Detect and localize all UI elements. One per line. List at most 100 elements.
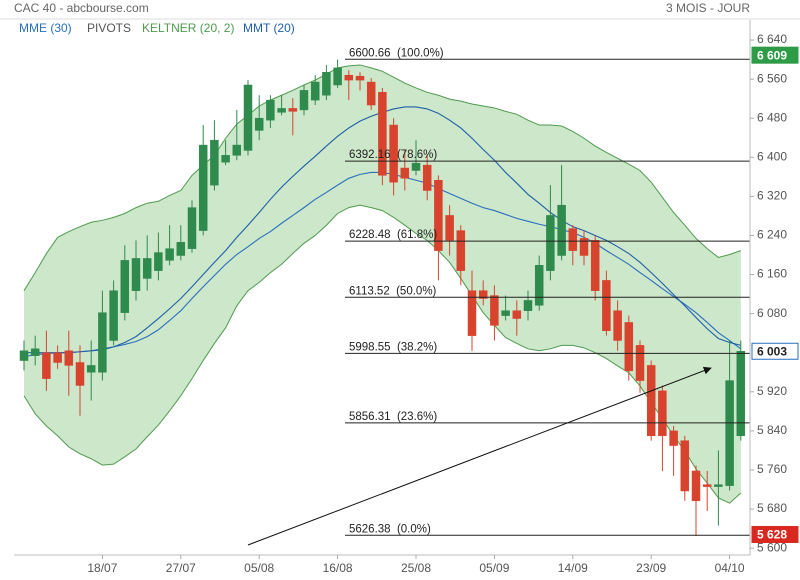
x-tick-label: 04/10 (715, 561, 745, 575)
candle-body (53, 352, 62, 363)
y-tick-label: 5 680 (757, 501, 787, 515)
candle-body (30, 348, 40, 356)
candle-body (277, 108, 286, 113)
candle-body (613, 310, 622, 341)
candle-body (378, 92, 387, 176)
candle-body (658, 390, 667, 437)
candle-body (389, 124, 398, 183)
candle-body (523, 300, 533, 311)
chart-title: CAC 40 - abcbourse.com (14, 1, 149, 15)
candle-body (691, 470, 701, 502)
y-tick-label: 6 640 (757, 32, 787, 46)
candle-body (266, 99, 275, 121)
candle-body (434, 180, 443, 251)
candle-body (109, 290, 118, 341)
candle-body (86, 365, 96, 373)
axis-layer: 18/07 27/07 05/08 16/08 25/08 05/09 14/09 23/09… (87, 32, 799, 575)
legend-item: PIVOTS (87, 21, 131, 35)
candle-body (557, 204, 566, 256)
pivot-label: 6392.16 (78.6%) (349, 149, 437, 161)
y-tick-label: 6 480 (757, 110, 787, 124)
x-tick-label: 23/09 (636, 561, 666, 575)
candle-body (714, 484, 723, 487)
x-tick-label: 25/08 (401, 561, 431, 575)
legend: MME (30) PIVOTS KELTNER (20, 2) MMT (20) (19, 21, 295, 35)
candle-body (344, 74, 354, 81)
candle-body (210, 139, 219, 186)
candle-body (501, 310, 510, 316)
candle-body (187, 207, 197, 249)
y-tick-label: 5 840 (757, 423, 787, 437)
chart-subtitle: 3 MOIS - JOUR (666, 1, 750, 15)
candle-body (322, 72, 331, 96)
y-tick-label: 5 760 (757, 462, 787, 476)
candle-body (400, 167, 410, 179)
candle-body (254, 117, 264, 131)
price-tag-label: 5 628 (757, 528, 787, 542)
candle-body (736, 351, 746, 437)
candle-body (19, 350, 29, 361)
candle-body (243, 84, 253, 151)
candle-body (64, 350, 74, 366)
x-tick-label: 05/09 (479, 561, 509, 575)
candle-body (725, 380, 734, 486)
candle-body (142, 258, 152, 279)
y-tick-label: 6 320 (757, 189, 787, 203)
y-tick-label: 6 080 (757, 306, 787, 320)
candle-body (702, 484, 712, 487)
candle-body (411, 162, 421, 171)
candle-body (299, 90, 309, 111)
candle-body (98, 312, 107, 373)
pivot-label: 6228.48 (61.8%) (349, 229, 437, 241)
candle-body (333, 67, 342, 86)
candle-body (624, 322, 634, 372)
price-tag (751, 525, 799, 543)
candle-body (131, 258, 141, 291)
candle-body (445, 215, 454, 241)
candle-body (478, 290, 488, 299)
candle-body (602, 280, 611, 331)
x-tick-label: 05/08 (244, 561, 274, 575)
trend-arrow (247, 366, 712, 546)
candle-body (165, 248, 174, 261)
keltner-upper (23, 64, 741, 291)
price-tag-label: 6 609 (757, 48, 787, 62)
keltner-lower (23, 204, 742, 504)
y-tick-label: 5 920 (757, 384, 787, 398)
pivots-layer: 6600.66 (100.0%) 6392.16 (78.6%) 6228.48 (… (345, 47, 750, 536)
price-tag (751, 46, 799, 64)
candle-body (75, 362, 85, 386)
candle-body (366, 81, 376, 106)
x-tick-label: 16/08 (323, 561, 353, 575)
legend-item: MME (30) (19, 21, 72, 35)
pivot-label: 5998.55 (38.2%) (349, 341, 437, 353)
x-tick-label: 18/07 (87, 561, 117, 575)
candle-body (42, 352, 51, 379)
y-tick-label: 6 400 (757, 149, 787, 163)
candle-body (232, 144, 242, 156)
candle-body (669, 430, 678, 446)
candle-body (310, 81, 320, 101)
candle-body (490, 295, 499, 326)
candle-body (422, 164, 432, 191)
candle-body (579, 238, 589, 256)
y-tick-label: 6 160 (757, 267, 787, 281)
candle-body (456, 230, 466, 271)
pivot-label: 5856.31 (23.6%) (349, 411, 437, 423)
candle-body (534, 265, 544, 306)
pivot-label: 6600.66 (100.0%) (349, 47, 444, 59)
candle-body (467, 290, 477, 336)
y-tick-label: 6 240 (757, 228, 787, 242)
candle-body (198, 144, 208, 231)
candle-body (288, 108, 298, 112)
candle-body (154, 252, 163, 271)
candle-body (646, 365, 656, 437)
y-tick-label: 6 560 (757, 71, 787, 85)
pivot-label: 5626.38 (0.0%) (349, 523, 431, 535)
candle-body (590, 240, 600, 291)
y-tick-label: 5 600 (757, 540, 787, 554)
legend-item: MMT (20) (243, 21, 295, 35)
candles-layer (19, 59, 746, 536)
